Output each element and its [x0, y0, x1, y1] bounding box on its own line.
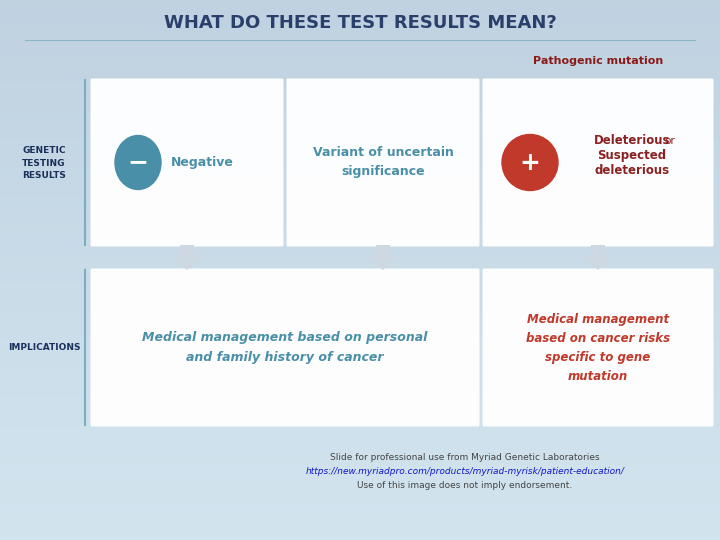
Ellipse shape: [115, 136, 161, 190]
Bar: [591, 245, 605, 256]
Text: Use of this image does not imply endorsement.: Use of this image does not imply endorse…: [357, 481, 572, 489]
Text: deleterious: deleterious: [595, 164, 670, 177]
FancyBboxPatch shape: [287, 78, 480, 246]
Text: Slide for professional use from Myriad Genetic Laboratories: Slide for professional use from Myriad G…: [330, 454, 600, 462]
Circle shape: [502, 134, 558, 191]
Text: +: +: [520, 151, 541, 174]
Text: Pathogenic mutation: Pathogenic mutation: [533, 56, 663, 66]
Text: Medical management based on personal
and family history of cancer: Medical management based on personal and…: [143, 332, 428, 363]
FancyBboxPatch shape: [482, 78, 714, 246]
Text: −: −: [127, 151, 148, 174]
FancyBboxPatch shape: [91, 78, 284, 246]
Text: Suspected: Suspected: [598, 149, 667, 162]
Text: Medical management
based on cancer risks
specific to gene
mutation: Medical management based on cancer risks…: [526, 313, 670, 382]
FancyBboxPatch shape: [482, 268, 714, 427]
FancyBboxPatch shape: [91, 268, 480, 427]
Text: Deleterious: Deleterious: [594, 134, 670, 147]
Text: Negative: Negative: [171, 156, 233, 169]
Polygon shape: [368, 256, 398, 270]
Text: WHAT DO THESE TEST RESULTS MEAN?: WHAT DO THESE TEST RESULTS MEAN?: [163, 14, 557, 32]
Text: https://new.myriadpro.com/products/myriad-myrisk/patient-education/: https://new.myriadpro.com/products/myria…: [305, 468, 624, 476]
Bar: [376, 245, 390, 256]
Polygon shape: [583, 256, 613, 270]
Bar: [180, 245, 194, 256]
Text: IMPLICATIONS: IMPLICATIONS: [8, 342, 80, 352]
Text: or: or: [665, 136, 675, 145]
Text: GENETIC
TESTING
RESULTS: GENETIC TESTING RESULTS: [22, 146, 66, 180]
Text: Variant of uncertain
significance: Variant of uncertain significance: [312, 146, 454, 179]
Polygon shape: [172, 256, 202, 270]
